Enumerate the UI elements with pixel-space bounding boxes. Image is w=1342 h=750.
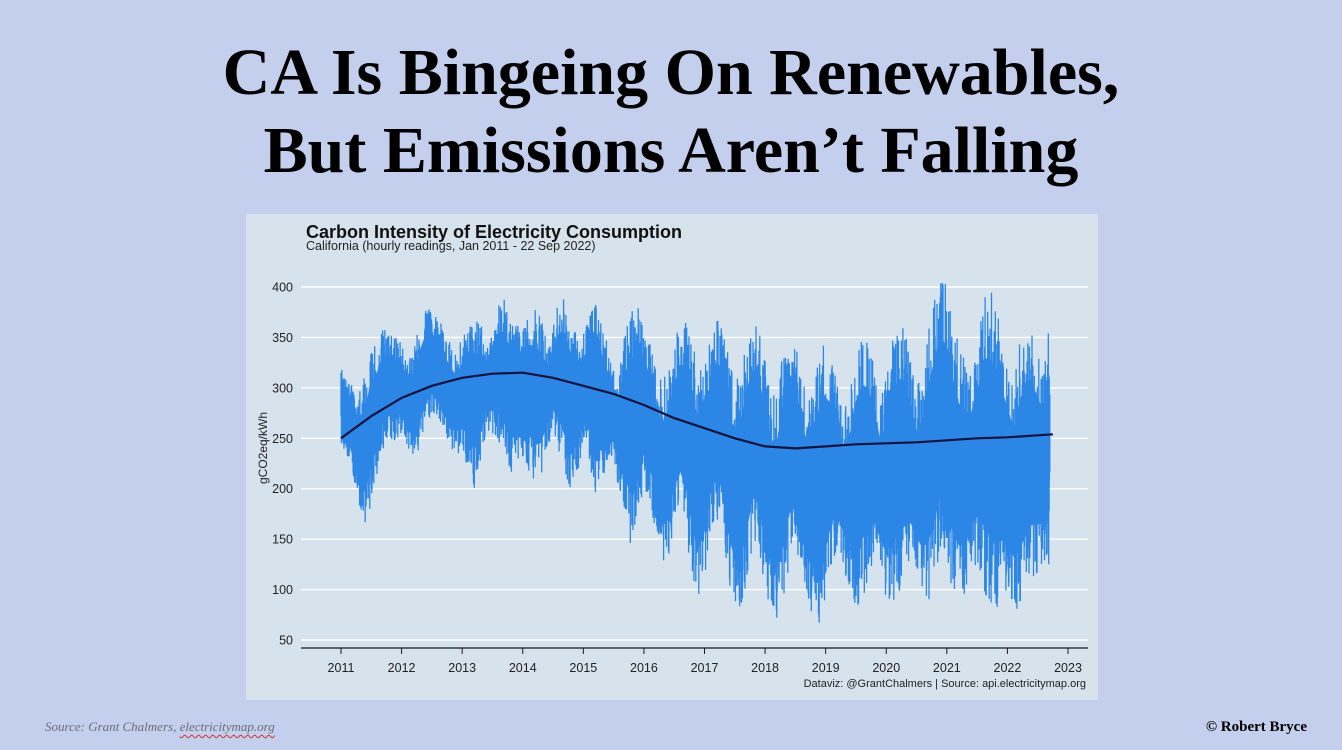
y-axis-label: gCO2eq/kWh <box>256 412 270 484</box>
y-tick-label-350: 350 <box>272 331 293 345</box>
hourly-readings-core-band <box>341 331 1050 569</box>
y-tick-label-250: 250 <box>272 432 293 446</box>
x-tick-label-2011: 2011 <box>328 661 355 675</box>
source-prefix: Source: Grant Chalmers, <box>45 719 180 734</box>
series-layer <box>340 283 1053 623</box>
source-note: Source: Grant Chalmers, electricitymap.o… <box>45 719 275 735</box>
x-tick-label-2021: 2021 <box>933 661 961 675</box>
y-tick-label-150: 150 <box>272 533 293 547</box>
chart-caption: Dataviz: @GrantChalmers | Source: api.el… <box>804 678 1086 690</box>
y-tick-label-200: 200 <box>272 482 293 496</box>
x-axis: 2011 2012 2013 2014 2015 2016 2017 2018 2019 2020… <box>301 647 1088 675</box>
x-tick-label-2022: 2022 <box>994 661 1022 675</box>
y-tick-label-100: 100 <box>272 583 293 597</box>
x-tick-label-2015: 2015 <box>569 661 597 675</box>
x-tick-label-2018: 2018 <box>751 661 779 675</box>
chart-subtitle: California (hourly readings, Jan 2011 - … <box>306 239 596 253</box>
y-tick-label-300: 300 <box>272 381 293 395</box>
slide-title-line-2: But Emissions Aren’t Falling <box>263 114 1079 187</box>
x-tick-label-2019: 2019 <box>812 661 840 675</box>
trend-line <box>340 371 1053 450</box>
x-tick-label-2023: 2023 <box>1054 661 1082 675</box>
y-tick-label-50: 50 <box>279 634 293 648</box>
x-tick-label-2017: 2017 <box>691 661 719 675</box>
x-tick-label-2014: 2014 <box>509 661 537 675</box>
chart-title: Carbon Intensity of Electricity Consumpt… <box>306 222 682 242</box>
carbon-intensity-chart: 50 100 150 200 250 300 350 400 2011 2012 2013 2014… <box>256 222 1088 690</box>
x-tick-label-2013: 2013 <box>448 661 476 675</box>
y-tick-label-400: 400 <box>272 281 293 295</box>
slide-title: CA Is Bingeing On Renewables, But Emissi… <box>0 34 1342 190</box>
source-link[interactable]: electricitymap.org <box>179 719 275 734</box>
chart-panel: 50 100 150 200 250 300 350 400 2011 2012 2013 2014… <box>246 214 1098 700</box>
slide-title-line-1: CA Is Bingeing On Renewables, <box>222 36 1120 109</box>
x-tick-label-2020: 2020 <box>872 661 900 675</box>
copyright-notice: © Robert Bryce <box>1205 719 1307 735</box>
x-tick-label-2012: 2012 <box>388 661 416 675</box>
x-tick-label-2016: 2016 <box>630 661 658 675</box>
